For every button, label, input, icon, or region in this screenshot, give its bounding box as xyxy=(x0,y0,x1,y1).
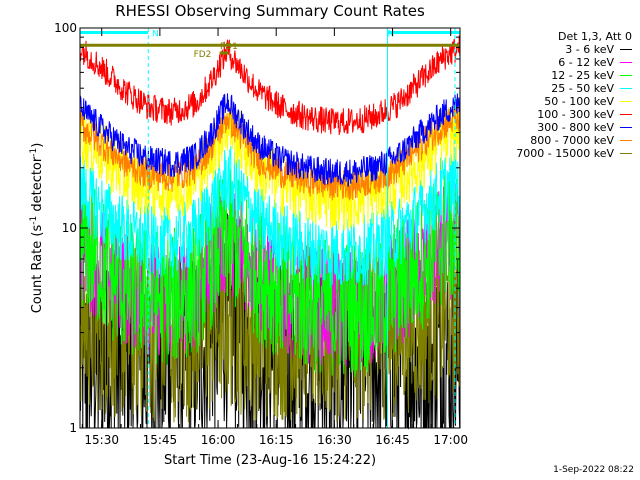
y-tick-label-2: 100 xyxy=(54,21,77,35)
x-tick-label-3: 16:15 xyxy=(259,433,294,447)
annotation-label-3: FD2 xyxy=(194,50,212,60)
legend-swatch xyxy=(620,126,632,129)
x-tick-label-1: 15:45 xyxy=(143,433,178,447)
series-line-300-800-kev xyxy=(79,93,461,187)
legend-label: 25 - 50 keV xyxy=(551,82,614,95)
legend-label: 6 - 12 keV xyxy=(558,56,614,69)
legend-swatch xyxy=(620,113,632,116)
ylabel-tail: detector xyxy=(30,156,46,216)
legend-label: 7000 - 15000 keV xyxy=(516,147,614,160)
legend-swatch xyxy=(620,152,632,155)
series-line-25-50-kev xyxy=(79,145,461,288)
legend-swatch xyxy=(620,48,632,51)
legend-label: 800 - 7000 keV xyxy=(530,134,614,147)
legend-item: 6 - 12 keV xyxy=(558,56,632,69)
annotation-label-0: N xyxy=(152,29,159,39)
x-tick-label-5: 16:45 xyxy=(375,433,410,447)
series-line-100-300-kev xyxy=(79,35,461,136)
x-tick-label-6: 17:00 xyxy=(433,433,468,447)
x-axis-label: Start Time (23-Aug-16 15:24:22) xyxy=(163,453,377,468)
legend-label: 100 - 300 keV xyxy=(537,108,614,121)
legend-label: 300 - 800 keV xyxy=(537,121,614,134)
legend-item: 7000 - 15000 keV xyxy=(516,147,632,160)
legend-item: 50 - 100 keV xyxy=(544,95,632,108)
legend-item: 12 - 25 keV xyxy=(551,69,632,82)
legend-item: 25 - 50 keV xyxy=(551,82,632,95)
legend-item: 800 - 7000 keV xyxy=(530,134,632,147)
timestamp: 1-Sep-2022 08:22 xyxy=(553,465,634,475)
series-line-800-7000-kev xyxy=(79,102,461,201)
legend-swatch xyxy=(620,87,632,90)
x-tick-label-2: 16:00 xyxy=(201,433,236,447)
legend-swatch xyxy=(620,100,632,103)
legend-swatch xyxy=(620,139,632,142)
x-tick-label-0: 15:30 xyxy=(84,433,119,447)
x-tick-label-4: 16:30 xyxy=(317,433,352,447)
annotation-label-1: N xyxy=(387,29,394,39)
annotation-label-2: FD1 xyxy=(220,42,238,52)
ylabel-superscript-2: -1 xyxy=(28,147,39,157)
y-tick-label-0: 1 xyxy=(69,421,77,435)
ylabel-end: ) xyxy=(30,142,46,148)
legend-label: 50 - 100 keV xyxy=(544,95,614,108)
y-axis-label: Count Rate (s-1 detector-1) xyxy=(29,143,45,314)
legend-label: 3 - 6 keV xyxy=(565,43,614,56)
chart-title: RHESSI Observing Summary Count Rates xyxy=(115,2,425,20)
legend-swatch xyxy=(620,74,632,77)
legend-label: 12 - 25 keV xyxy=(551,69,614,82)
ylabel-main: Count Rate (s xyxy=(30,224,46,314)
ylabel-superscript: -1 xyxy=(28,215,39,225)
legend-item: 3 - 6 keV xyxy=(565,43,632,56)
legend-title: Det 1,3, Att 0 xyxy=(558,30,632,43)
y-tick-label-1: 10 xyxy=(62,221,77,235)
legend-swatch xyxy=(620,61,632,64)
legend-item: 300 - 800 keV xyxy=(537,121,632,134)
legend-item: 100 - 300 keV xyxy=(537,108,632,121)
